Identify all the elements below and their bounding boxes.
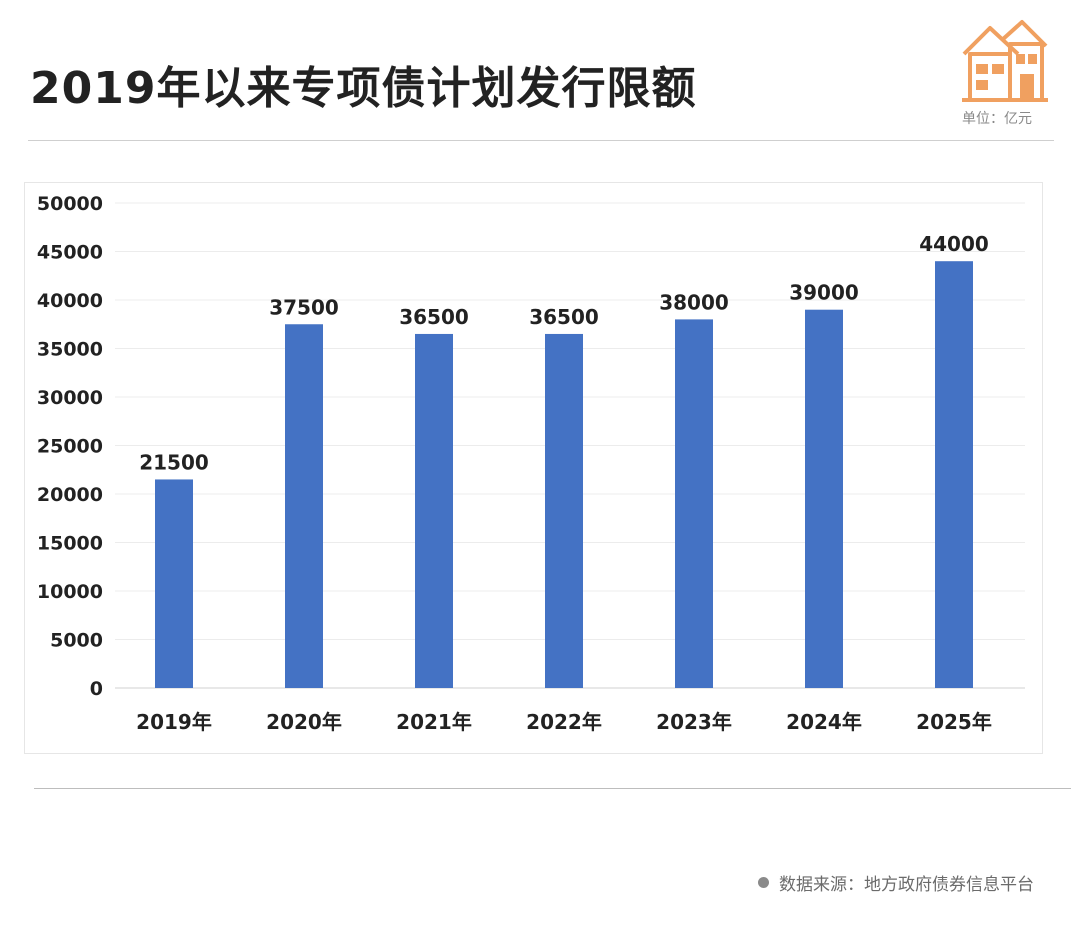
chart-container: 0 5000 10000 15000 20000 25000 30000 35000 40000… — [24, 182, 1043, 754]
y-tick-label: 20000 — [37, 484, 103, 506]
source-note: 数据来源：地方政府债券信息平台 — [758, 870, 1034, 895]
data-label: 36500 — [399, 305, 469, 329]
x-tick-label: 2024年 — [786, 710, 862, 734]
y-tick-label: 35000 — [37, 339, 103, 361]
x-tick-label: 2020年 — [266, 710, 342, 734]
y-tick-label: 5000 — [50, 630, 103, 652]
x-tick-label: 2022年 — [526, 710, 602, 734]
data-label: 36500 — [529, 305, 599, 329]
source-text: 数据来源：地方政府债券信息平台 — [779, 875, 1034, 895]
data-label: 21500 — [139, 450, 209, 474]
x-tick-label: 2021年 — [396, 710, 472, 734]
data-label: 39000 — [789, 281, 859, 305]
bar — [285, 324, 323, 688]
bar-chart: 0 5000 10000 15000 20000 25000 30000 35000 40000… — [37, 193, 1025, 734]
y-tick-label: 45000 — [37, 242, 103, 264]
bar — [805, 309, 843, 688]
bar — [415, 333, 453, 688]
bar — [155, 479, 193, 688]
house-logo-icon — [962, 20, 1048, 102]
x-tick-label: 2025年 — [916, 710, 992, 734]
y-tick-label: 50000 — [37, 193, 103, 215]
page-title: 2019年以来专项债计划发行限额 — [30, 63, 697, 114]
y-tick-label: 25000 — [37, 436, 103, 458]
y-tick-label: 0 — [90, 678, 103, 700]
top-divider — [28, 140, 1054, 141]
bullet-icon — [758, 877, 769, 888]
y-tick-label: 40000 — [37, 290, 103, 312]
bar — [545, 333, 583, 688]
data-label: 44000 — [919, 232, 989, 256]
bottom-divider — [34, 788, 1071, 789]
x-tick-label: 2023年 — [656, 710, 732, 734]
bar — [675, 319, 713, 688]
unit-label: 单位：亿元 — [962, 111, 1032, 127]
x-tick-label: 2019年 — [136, 710, 212, 734]
y-tick-label: 30000 — [37, 387, 103, 409]
data-label: 38000 — [659, 290, 729, 314]
y-tick-label: 15000 — [37, 533, 103, 555]
y-tick-label: 10000 — [37, 581, 103, 603]
bar — [935, 261, 973, 688]
data-label: 37500 — [269, 295, 339, 319]
